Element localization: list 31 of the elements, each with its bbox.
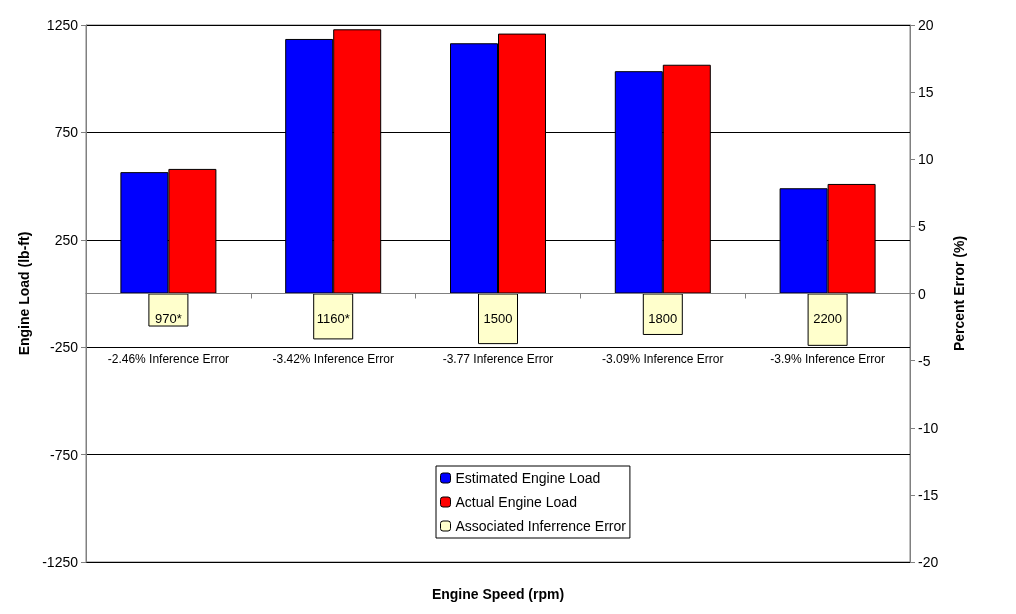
y2-tick-label: -10 xyxy=(918,419,939,436)
x-tick-label: 1800 xyxy=(648,311,678,326)
y-tick-label: 1250 xyxy=(46,17,79,33)
legend-label: Associated Inferrence Error xyxy=(455,518,627,534)
data-label: -3.77 Inference Error xyxy=(442,352,554,367)
x-tick-label: 1500 xyxy=(483,311,513,326)
x-axis-title: Engine Speed (rpm) xyxy=(431,586,565,602)
y-tick-label: -750 xyxy=(49,446,79,463)
y2-tick-label: 10 xyxy=(918,151,934,168)
x-tick-label: 1160* xyxy=(316,311,350,326)
y-tick-label: -1250 xyxy=(42,554,79,570)
data-label: -3.42% Inference Error xyxy=(272,352,394,367)
data-label: -3.09% Inference Error xyxy=(602,352,724,367)
y2-axis-title: Percent Error (%) xyxy=(951,235,967,352)
y-tick-label: 250 xyxy=(54,231,79,248)
y2-tick-label: 15 xyxy=(918,84,934,101)
x-tick-label: 970* xyxy=(155,311,182,326)
legend-label: Actual Engine Load xyxy=(455,494,577,510)
y2-tick-label: 0 xyxy=(918,285,926,302)
data-label: -2.46% Inference Error xyxy=(107,352,230,367)
legend-label: Estimated Engine Load xyxy=(455,470,601,486)
y2-tick-label: 5 xyxy=(918,218,926,235)
y2-tick-label: -20 xyxy=(918,554,939,570)
data-label: -3.9% Inference Error xyxy=(770,352,885,367)
y-axis-title: Engine Load (lb-ft) xyxy=(16,231,33,356)
y-tick-label: 750 xyxy=(54,124,79,141)
y-tick-label: -250 xyxy=(49,339,79,356)
x-tick-label: 2200 xyxy=(813,311,843,326)
y2-tick-label: 20 xyxy=(918,17,934,33)
y2-tick-label: -15 xyxy=(918,486,939,503)
y2-tick-label: -5 xyxy=(918,352,931,369)
